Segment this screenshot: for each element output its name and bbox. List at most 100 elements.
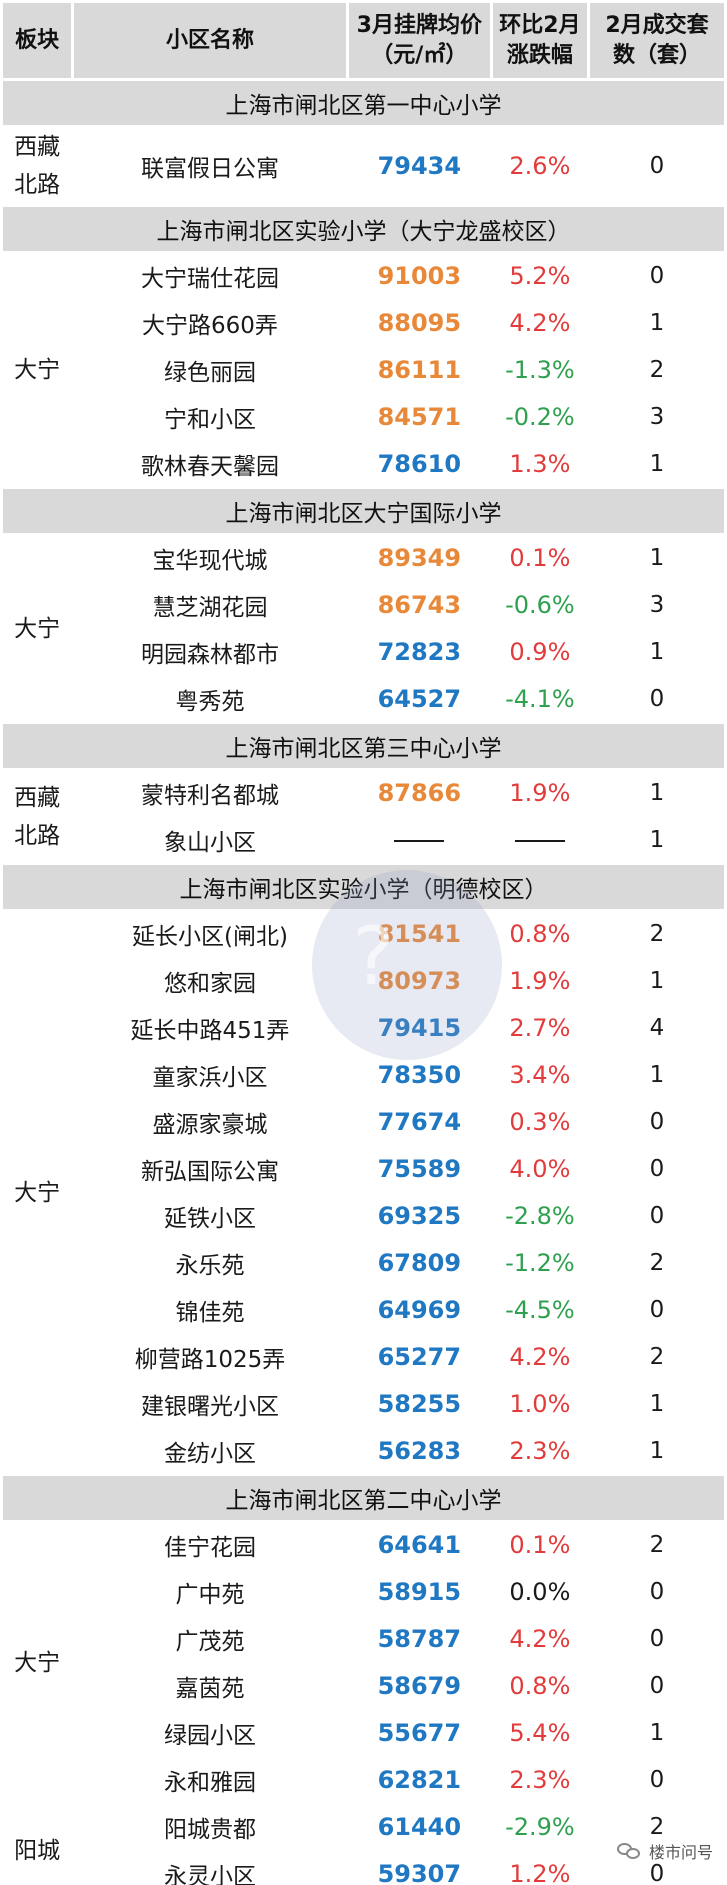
mom-change: -0.2% [492, 395, 587, 439]
table-row: 锦佳苑 64969 -4.5% 0 [3, 1288, 724, 1332]
mom-change: -4.5% [492, 1288, 587, 1332]
brand-mark: 楼市问号 [616, 1839, 713, 1863]
mom-change: 0.9% [492, 630, 587, 674]
listing-price: 64969 [348, 1288, 490, 1332]
community-name: 建银曙光小区 [74, 1382, 346, 1426]
table-row: 西藏北路 蒙特利名都城 87866 1.9% 1 [3, 771, 724, 862]
community-name: 新弘国际公寓 [74, 1147, 346, 1191]
listing-price: 77674 [348, 1100, 490, 1144]
table-row: 嘉茵苑 58679 0.8% 0 [3, 1664, 724, 1708]
mom-change: 0.8% [492, 1664, 587, 1708]
zone-cell: 大宁 [3, 536, 72, 721]
school-name: 上海市闸北区大宁国际小学 [3, 489, 724, 533]
mom-change: 0.0% [492, 1570, 587, 1614]
community-name: 童家浜小区 [74, 1053, 346, 1097]
school-name: 上海市闸北区第三中心小学 [3, 724, 724, 768]
table-row: 大宁 大宁瑞仕花园 91003 5.2% 0 [3, 254, 724, 486]
listing-price: 86743 [348, 583, 490, 627]
table-row: 建银曙光小区 58255 1.0% 1 [3, 1382, 724, 1426]
community-name: 金纺小区 [74, 1429, 346, 1473]
table-row: 广茂苑 58787 4.2% 0 [3, 1617, 724, 1661]
no-data-dash [514, 840, 565, 842]
mom-change: 1.9% [492, 771, 587, 815]
deal-count: 0 [589, 1147, 724, 1191]
deal-count: 0 [589, 1100, 724, 1144]
community-name: 盛源家豪城 [74, 1100, 346, 1144]
deal-count: 1 [589, 1711, 724, 1755]
community-name: 宝华现代城 [74, 536, 346, 580]
mom-change: 4.0% [492, 1147, 587, 1191]
community-name: 宁和小区 [74, 395, 346, 439]
mom-change: 0.1% [492, 536, 587, 580]
table-row: 西藏北路 联富假日公寓 79434 2.6% 0 [3, 128, 724, 204]
table-row: 广中苑 58915 0.0% 0 [3, 1570, 724, 1614]
deal-count: 1 [589, 301, 724, 345]
table-row: 歌林春天馨园 78610 1.3% 1 [3, 442, 724, 486]
deal-count: 0 [589, 677, 724, 721]
listing-price: 86111 [348, 348, 490, 392]
community-name: 广茂苑 [74, 1617, 346, 1661]
community-name: 延长小区(闸北) [74, 912, 346, 956]
mom-change: 0.1% [492, 1523, 587, 1567]
brand-label: 楼市问号 [648, 1843, 713, 1862]
deal-count: 2 [589, 912, 724, 956]
deal-count: 1 [589, 1382, 724, 1426]
deal-count: 0 [589, 1617, 724, 1661]
deal-count: 3 [589, 395, 724, 439]
wechat-icon [616, 1841, 643, 1861]
deal-count: 3 [589, 583, 724, 627]
listing-price: 62821 [348, 1758, 490, 1802]
zone-cell: 大宁 [3, 254, 72, 486]
listing-price: 79434 [348, 128, 490, 204]
community-name: 永乐苑 [74, 1241, 346, 1285]
mom-change: 1.2% [492, 1852, 587, 1885]
table-row: 延铁小区 69325 -2.8% 0 [3, 1194, 724, 1238]
table-row: 慧芝湖花园 86743 -0.6% 3 [3, 583, 724, 627]
community-name: 延长中路451弄 [74, 1006, 346, 1050]
deal-count: 1 [589, 1053, 724, 1097]
listing-price: 65277 [348, 1335, 490, 1379]
zone-cell: 大宁 [3, 1523, 72, 1802]
mom-change: 5.4% [492, 1711, 587, 1755]
table-row: 新弘国际公寓 75589 4.0% 0 [3, 1147, 724, 1191]
deal-count: 1 [589, 630, 724, 674]
deal-count: 0 [589, 1570, 724, 1614]
table-row: 大宁 佳宁花园 64641 0.1% 2 [3, 1523, 724, 1802]
mom-change: -0.6% [492, 583, 587, 627]
listing-price: 64641 [348, 1523, 490, 1567]
mom-change: -1.3% [492, 348, 587, 392]
community-name: 延铁小区 [74, 1194, 346, 1238]
table-row: 永乐苑 67809 -1.2% 2 [3, 1241, 724, 1285]
header-zone: 板块 [3, 3, 72, 78]
mom-change: 1.0% [492, 1382, 587, 1426]
mom-change: 2.3% [492, 1429, 587, 1473]
community-name: 象山小区 [74, 818, 346, 862]
community-name: 悠和家园 [74, 959, 346, 1003]
zone-cell: 大宁 [3, 912, 72, 1473]
table-row: 金纺小区 56283 2.3% 1 [3, 1429, 724, 1473]
listing-price: 72823 [348, 630, 490, 674]
table-row: 宁和小区 84571 -0.2% 3 [3, 395, 724, 439]
deal-count: 1 [589, 442, 724, 486]
community-name: 锦佳苑 [74, 1288, 346, 1332]
community-name: 绿园小区 [74, 1711, 346, 1755]
zone-cell: 西藏北路 [3, 771, 72, 862]
mom-change: 2.6% [492, 128, 587, 204]
table-row: 绿园小区 55677 5.4% 1 [3, 1711, 724, 1755]
mom-change: 4.2% [492, 301, 587, 345]
listing-price: 79415 [348, 1006, 490, 1050]
listing-price: 58679 [348, 1664, 490, 1708]
mom-change: 4.2% [492, 1617, 587, 1661]
listing-price: 80973 [348, 959, 490, 1003]
listing-price: 87866 [348, 771, 490, 815]
mom-change: -1.2% [492, 1241, 587, 1285]
listing-price: 78350 [348, 1053, 490, 1097]
school-section-row: 上海市闸北区大宁国际小学 [3, 489, 724, 533]
listing-price: 56283 [348, 1429, 490, 1473]
mom-change: 1.9% [492, 959, 587, 1003]
listing-price: 58787 [348, 1617, 490, 1661]
deal-count: 2 [589, 1523, 724, 1567]
no-data-dash [394, 840, 445, 842]
mom-change: 2.7% [492, 1006, 587, 1050]
deal-count: 0 [589, 1758, 724, 1802]
